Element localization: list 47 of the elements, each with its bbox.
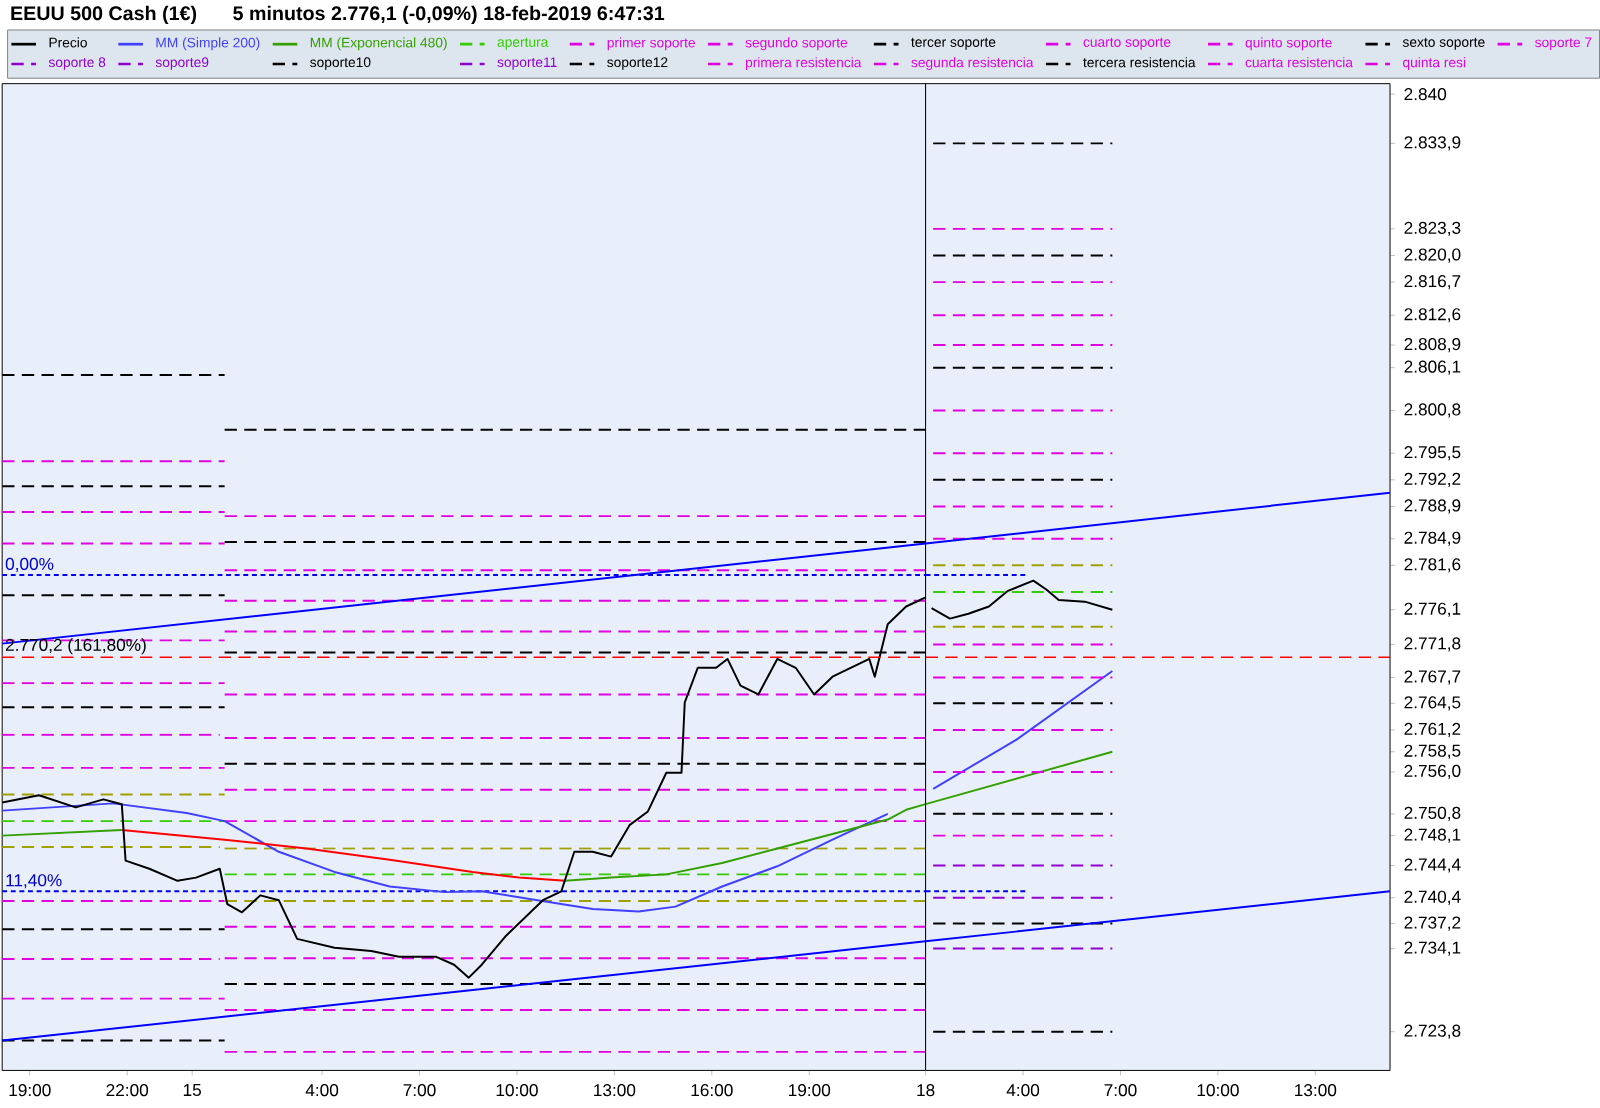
x-tick-label: 15 [183, 1084, 201, 1097]
x-tick-label: 4:00 [305, 1084, 339, 1097]
y-tick-label: 2.771,8 [1404, 637, 1461, 652]
y-tick-label: 2.748,1 [1404, 828, 1461, 844]
y-tick-label: 2.812,6 [1404, 308, 1461, 323]
y-tick-label: 2.823,3 [1404, 222, 1461, 237]
y-tick-label: 2.776,1 [1404, 602, 1461, 618]
annotation: 0,00% [5, 558, 54, 573]
y-tick-label: 2.800,8 [1404, 403, 1461, 418]
y-tick-label: 2.781,6 [1404, 558, 1461, 573]
x-tick-label: 22:00 [106, 1084, 149, 1097]
x-tick-label: 13:00 [594, 1084, 636, 1097]
chart-subtitle: 5 minutos 2.776,1 (-0,09%) 18-feb-2019 6:47:31 [233, 6, 665, 25]
y-tick-label: 2.756,0 [1404, 765, 1461, 780]
x-tick-label: 19:00 [9, 1084, 51, 1097]
y-tick-label: 2.734,1 [1404, 941, 1461, 957]
y-tick-label: 2.806,1 [1404, 360, 1461, 376]
x-tick-label: 19:00 [789, 1084, 831, 1097]
y-tick-label: 2.833,9 [1404, 136, 1461, 151]
annotation: 11,40% [6, 874, 62, 889]
x-tick-label: 10:00 [496, 1084, 538, 1097]
y-tick-label: 2.737,2 [1404, 916, 1461, 932]
y-tick-label: 2.784,9 [1404, 531, 1461, 547]
y-tick-label: 2.744,4 [1404, 858, 1461, 873]
ref-line-label: 2.770,2 (161,80%) [5, 638, 146, 655]
x-tick-label: 18 [917, 1084, 935, 1097]
y-tick-label: 2.740,4 [1404, 890, 1461, 906]
x-tick-label: 16:00 [691, 1084, 733, 1097]
y-tick-label: 2.788,9 [1404, 499, 1461, 514]
y-tick-label: 2.750,8 [1404, 807, 1461, 822]
y-tick-label: 2.795,5 [1404, 446, 1461, 461]
y-tick-label: 2.820,0 [1404, 248, 1461, 263]
x-tick-label: 7:00 [1104, 1084, 1137, 1097]
x-tick-label: 4:00 [1006, 1084, 1040, 1097]
x-tick-label: 10:00 [1197, 1084, 1239, 1097]
y-tick-label: 2.723,8 [1404, 1024, 1461, 1040]
x-tick-label: 7:00 [403, 1084, 436, 1097]
y-tick-label: 2.808,9 [1404, 338, 1461, 353]
y-tick-label: 2.816,7 [1404, 275, 1461, 290]
y-tick-label: 2.758,5 [1404, 744, 1461, 760]
y-tick-label: 2.767,7 [1404, 670, 1461, 685]
y-tick-label: 2.792,2 [1404, 473, 1461, 488]
chart-title: EEUU 500 Cash (1€) [11, 6, 197, 25]
y-tick-label: 2.840 [1404, 88, 1447, 101]
y-tick-label: 2.764,5 [1404, 696, 1461, 711]
y-tick-label: 2.761,2 [1404, 723, 1461, 738]
x-tick-label: 13:00 [1295, 1084, 1337, 1097]
